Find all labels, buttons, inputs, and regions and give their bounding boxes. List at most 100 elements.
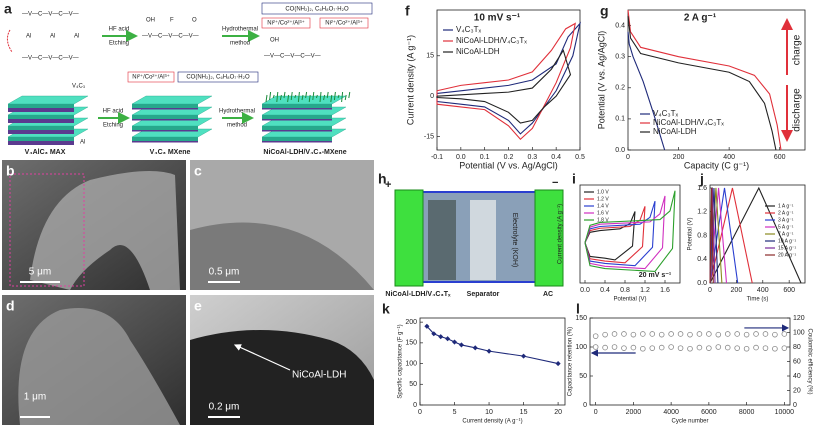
x-tick-label: 10 xyxy=(485,409,493,416)
x-axis-label: Time (s) xyxy=(747,297,769,303)
point xyxy=(640,345,646,352)
panel-label: b xyxy=(6,163,15,179)
layer-sep xyxy=(8,119,74,123)
layer-front xyxy=(132,104,198,108)
plot-frame xyxy=(627,9,806,151)
chem-al: Al xyxy=(74,34,79,40)
y-tick-label: 1.2 xyxy=(697,209,707,216)
chem-chain: —V—C—V—C—V— xyxy=(142,34,199,40)
x-tick-label: 0.4 xyxy=(551,154,561,161)
legend-label: 2 A g⁻¹ xyxy=(778,210,794,216)
series-line xyxy=(436,49,572,124)
ldh-spike xyxy=(333,91,336,101)
y-tick-label: 50 xyxy=(579,373,587,380)
point xyxy=(687,345,693,352)
ldh-spike xyxy=(301,94,304,101)
point xyxy=(592,344,599,350)
ldh-spike xyxy=(276,91,279,103)
x-tick-label: 2000 xyxy=(626,409,642,416)
y-tick-label: 0.0 xyxy=(697,280,707,287)
panel-a: a —V—C—V—C—V— Al Al Al —V—C—V—C—V— HF ac… xyxy=(4,1,373,156)
ldh-spike xyxy=(279,94,282,101)
y-tick-label: 0 xyxy=(430,93,434,100)
marker xyxy=(458,342,464,348)
panel-label: k xyxy=(382,301,390,317)
series-line xyxy=(436,22,577,141)
step-label: HF acid xyxy=(103,109,124,115)
point xyxy=(772,331,778,338)
photo-electrode xyxy=(428,200,456,280)
y-tick-label: 0.4 xyxy=(615,22,625,29)
legend-label: NiCoAl-LDH/V₄C₃Tₓ xyxy=(653,118,724,127)
y2-tick-label: 80 xyxy=(793,344,801,351)
y-tick-label: 150 xyxy=(405,340,417,347)
x-axis-label: Capacity (C g⁻¹) xyxy=(684,160,749,170)
x-tick-label: 15 xyxy=(520,409,528,416)
series-line xyxy=(627,16,777,151)
point xyxy=(706,331,712,337)
x-axis-label: Potential (V) xyxy=(613,297,646,303)
terminal: − xyxy=(552,177,558,189)
y-tick-label: 15 xyxy=(426,53,434,60)
layer-front xyxy=(8,104,74,108)
y-axis-label: Potential (V vs. Ag/AgCl) xyxy=(596,31,606,130)
layer-top xyxy=(7,95,89,105)
step-label: Hydrothermal xyxy=(219,109,255,115)
step-label: method xyxy=(227,123,247,129)
panel-label: a xyxy=(4,1,12,17)
panel-label: h xyxy=(378,171,387,187)
chem-chain: —V—C—V—C—V— xyxy=(264,54,321,60)
y2-tick-label: 120 xyxy=(793,315,805,322)
chem-al: Al xyxy=(50,34,55,40)
layer-sep xyxy=(262,119,332,121)
y-tick-label: 100 xyxy=(405,360,417,367)
chem-group: F xyxy=(170,18,174,24)
point xyxy=(715,331,722,338)
layer-front xyxy=(8,126,74,130)
scale-label: 1 μm xyxy=(24,392,46,403)
layer-front xyxy=(132,126,198,130)
point xyxy=(668,331,674,337)
point xyxy=(611,331,618,337)
x-tick-label: 400 xyxy=(723,154,735,161)
layer-sep xyxy=(132,141,198,143)
y2-axis-label: Coulombic efficiency (%) xyxy=(806,329,812,395)
layer-top xyxy=(261,95,347,105)
point xyxy=(602,331,608,338)
legend-label: V₄C₃Tₓ xyxy=(456,25,482,34)
series-line xyxy=(709,187,739,284)
point xyxy=(762,345,769,351)
marker xyxy=(445,336,451,342)
legend-label: 3 A g⁻¹ xyxy=(778,217,794,223)
scale-label: 0.2 μm xyxy=(209,402,240,413)
chart-title: 20 mV s⁻¹ xyxy=(639,272,672,279)
point xyxy=(687,331,693,338)
layer-front xyxy=(262,115,332,119)
box xyxy=(261,2,373,15)
point xyxy=(611,344,618,350)
legend-label: 1.4 V xyxy=(597,203,609,209)
y2-tick-label: 20 xyxy=(793,387,801,394)
ldh-spike xyxy=(341,91,344,103)
ldh-spike xyxy=(319,91,322,103)
series-line xyxy=(627,31,666,151)
panel-label: j xyxy=(699,171,704,187)
ion-label: Ni²⁺/Co²⁺/Al³⁺ xyxy=(132,74,170,81)
x-tick-label: 0.2 xyxy=(504,154,514,161)
layer-front xyxy=(8,137,74,141)
x-tick-label: 0.5 xyxy=(575,154,585,161)
step-label: Hydrothermal xyxy=(222,27,258,33)
y-axis-label: Specific capacitance (F g⁻¹) xyxy=(398,324,404,398)
chem-chain: —V—C—V—C—V— xyxy=(22,56,79,62)
series-line xyxy=(584,190,676,273)
point xyxy=(621,331,627,337)
plot-frame xyxy=(579,184,681,284)
point xyxy=(696,331,703,337)
legend-label: 10 A g⁻¹ xyxy=(778,238,797,244)
panel-h: h + − Electrolyte (KOH) NiCoAl-LDH/V₄C₃T… xyxy=(378,171,564,298)
marker xyxy=(424,323,430,329)
step-label: Etching xyxy=(109,41,129,47)
point xyxy=(649,331,656,337)
y-axis-label: Current density (A g⁻¹) xyxy=(405,35,415,125)
plot-frame xyxy=(589,317,791,406)
